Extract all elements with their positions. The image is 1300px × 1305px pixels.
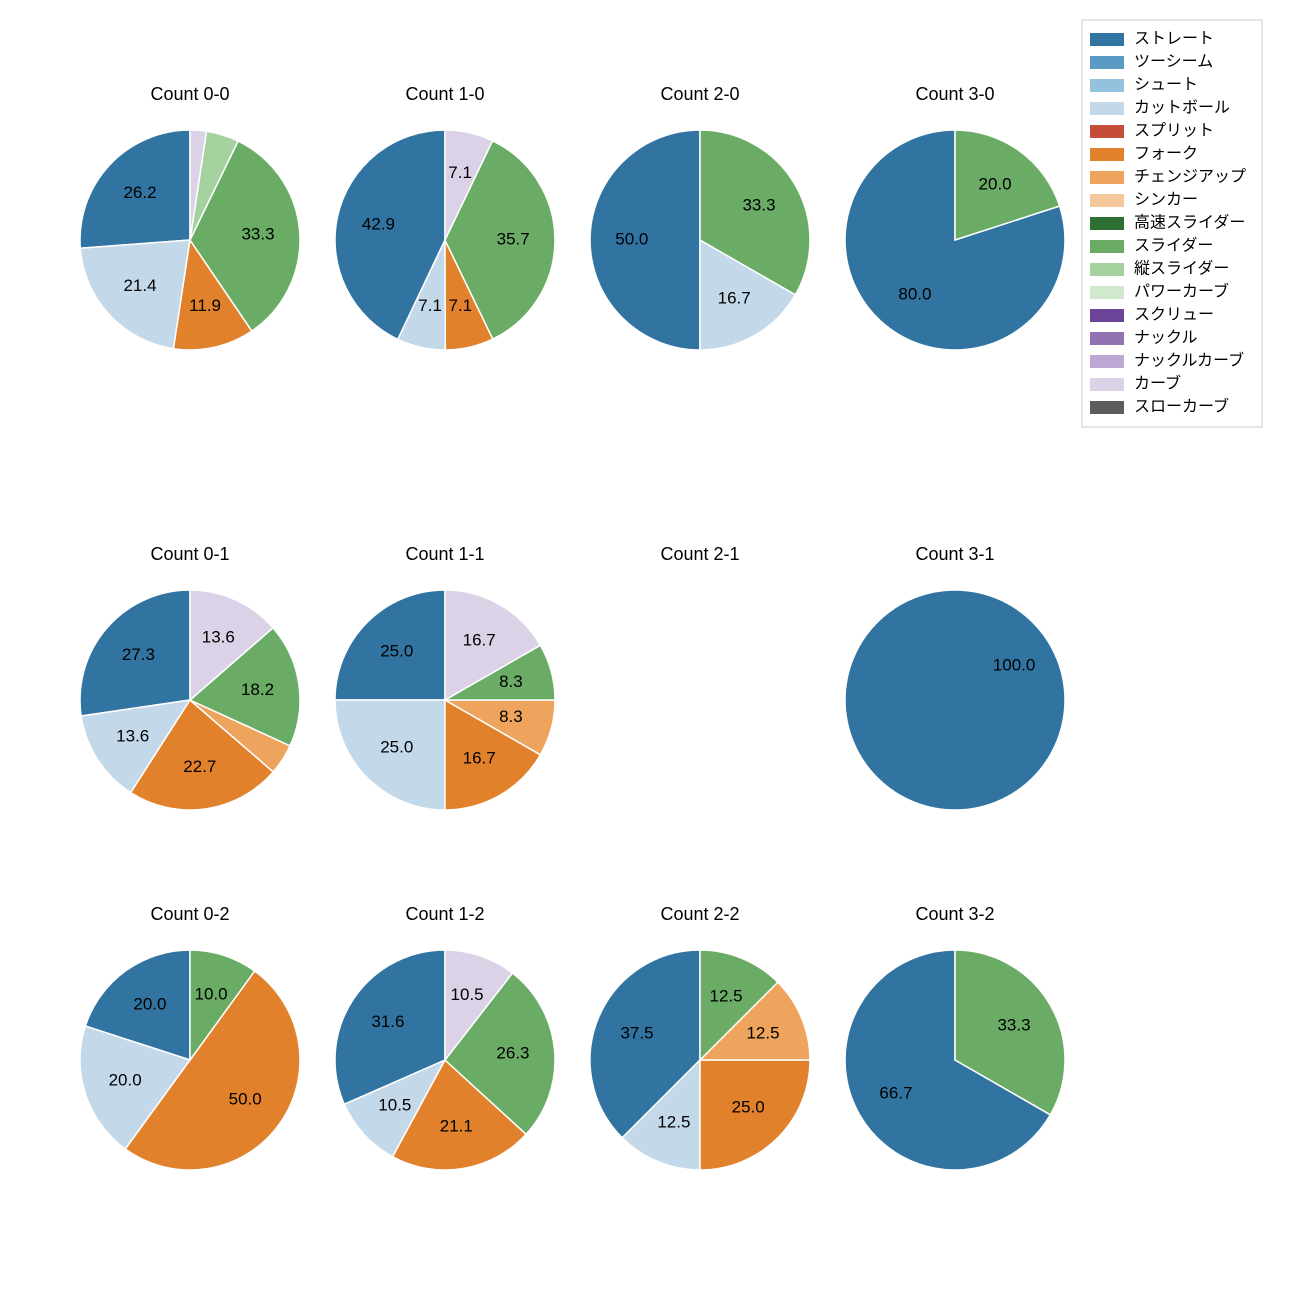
pie-slice-label: 26.3 (496, 1044, 529, 1063)
pie-title: Count 1-0 (405, 84, 484, 104)
legend-label: スクリュー (1134, 306, 1214, 324)
legend-label: チェンジアップ (1134, 168, 1246, 186)
pie-slice-label: 16.7 (718, 289, 751, 308)
legend-label: 高速スライダー (1134, 214, 1245, 232)
pie-slice-label: 42.9 (362, 214, 395, 233)
pie-slice-label: 10.5 (378, 1096, 411, 1115)
legend-label: シンカー (1134, 192, 1198, 209)
legend-swatch (1090, 194, 1124, 207)
pie-slice-label: 8.3 (499, 672, 523, 691)
pie-slice-label: 12.5 (657, 1112, 690, 1131)
legend-label: パワーカーブ (1134, 282, 1229, 301)
pie-slice-label: 20.0 (109, 1071, 142, 1090)
pie-slice-label: 10.5 (451, 985, 484, 1004)
pie-slice-label: 22.7 (183, 757, 216, 776)
pie-slice-label: 25.0 (732, 1098, 765, 1117)
legend-label: スプリット (1134, 122, 1214, 140)
pie-slice-label: 13.6 (202, 627, 235, 646)
pie-title: Count 0-0 (150, 84, 229, 104)
pie-title: Count 2-1 (660, 544, 739, 564)
pie-slice-label: 25.0 (380, 738, 413, 757)
pie-slice-label: 7.1 (418, 296, 442, 315)
pie-slice-label: 21.1 (440, 1117, 473, 1136)
pie-slice-label: 50.0 (615, 229, 648, 248)
legend-swatch (1090, 355, 1124, 368)
pie-slice-label: 66.7 (879, 1084, 912, 1103)
pie-slice-label: 16.7 (463, 630, 496, 649)
pie-slice-label: 31.6 (371, 1012, 404, 1031)
chart-grid: Count 0-0 26.2 21.4 11.9 33.3 Count 1-0 42.9 7.… (0, 0, 1300, 1300)
legend-swatch (1090, 171, 1124, 184)
legend-swatch (1090, 286, 1124, 299)
legend-label: フォーク (1134, 145, 1198, 163)
legend-swatch (1090, 240, 1124, 253)
pie-slice-label: 12.5 (710, 986, 743, 1005)
legend-swatch (1090, 33, 1124, 46)
legend-swatch (1090, 148, 1124, 161)
pie-slice-label: 33.3 (997, 1015, 1030, 1034)
legend-label: シュート (1134, 77, 1198, 94)
legend-label: スローカーブ (1134, 397, 1229, 416)
pie-slice-label: 35.7 (497, 229, 530, 248)
pie-slice-label: 12.5 (746, 1023, 779, 1042)
pie-slice-label: 11.9 (189, 296, 221, 315)
pie-title: Count 3-1 (915, 544, 994, 564)
legend-label: ストレート (1134, 31, 1214, 48)
legend-label: カットボール (1134, 99, 1230, 117)
legend-label: ナックル (1134, 329, 1198, 347)
pie-slice (845, 590, 1065, 810)
legend-swatch (1090, 263, 1124, 276)
pie-slice-label: 13.6 (116, 727, 149, 746)
legend-swatch (1090, 332, 1124, 345)
pie-slice-label: 50.0 (229, 1090, 262, 1109)
pie-slice-label: 7.1 (448, 296, 472, 315)
pie-title: Count 0-2 (150, 904, 229, 924)
legend-swatch (1090, 125, 1124, 138)
legend-label: 縦スライダー (1134, 260, 1229, 278)
legend-swatch (1090, 217, 1124, 230)
pie-slice-label: 26.2 (123, 183, 156, 202)
pie-slice-label: 16.7 (463, 749, 496, 768)
pie-slice-label: 7.1 (448, 163, 472, 182)
pie-slice-label: 33.3 (241, 225, 274, 244)
legend-swatch (1090, 79, 1124, 92)
pie-slice-label: 8.3 (499, 707, 523, 726)
pie-title: Count 1-1 (405, 544, 484, 564)
pie-slice-label: 37.5 (620, 1023, 653, 1042)
legend-label: ナックルカーブ (1134, 351, 1244, 370)
legend-label: カーブ (1134, 374, 1181, 393)
legend-swatch (1090, 56, 1124, 69)
pie-slice-label: 10.0 (195, 985, 228, 1004)
pie-title: Count 3-2 (915, 904, 994, 924)
pie-title: Count 1-2 (405, 904, 484, 924)
pie-grid-svg: Count 0-0 26.2 21.4 11.9 33.3 Count 1-0 42.9 7.… (0, 0, 1300, 1300)
pie-title: Count 0-1 (150, 544, 229, 564)
pie-title: Count 2-0 (660, 84, 739, 104)
legend-label: スライダー (1134, 237, 1213, 255)
legend-swatch (1090, 401, 1124, 414)
pie-slice-label: 100.0 (993, 655, 1036, 674)
pie-slice-label: 18.2 (241, 680, 274, 699)
pie-slice-label: 20.0 (979, 174, 1012, 193)
pie-slice-label: 27.3 (122, 645, 155, 664)
pie-slice-label: 80.0 (898, 285, 931, 304)
pie-slice-label: 25.0 (380, 641, 413, 660)
legend-swatch (1090, 102, 1124, 115)
pie-slice-label: 33.3 (742, 195, 775, 214)
pie-title: Count 3-0 (915, 84, 994, 104)
pie-slice-label: 21.4 (123, 276, 156, 295)
pie-slice-label: 20.0 (133, 994, 166, 1013)
legend-label: ツーシーム (1134, 54, 1213, 71)
legend-swatch (1090, 309, 1124, 322)
legend-swatch (1090, 378, 1124, 391)
pie-title: Count 2-2 (660, 904, 739, 924)
